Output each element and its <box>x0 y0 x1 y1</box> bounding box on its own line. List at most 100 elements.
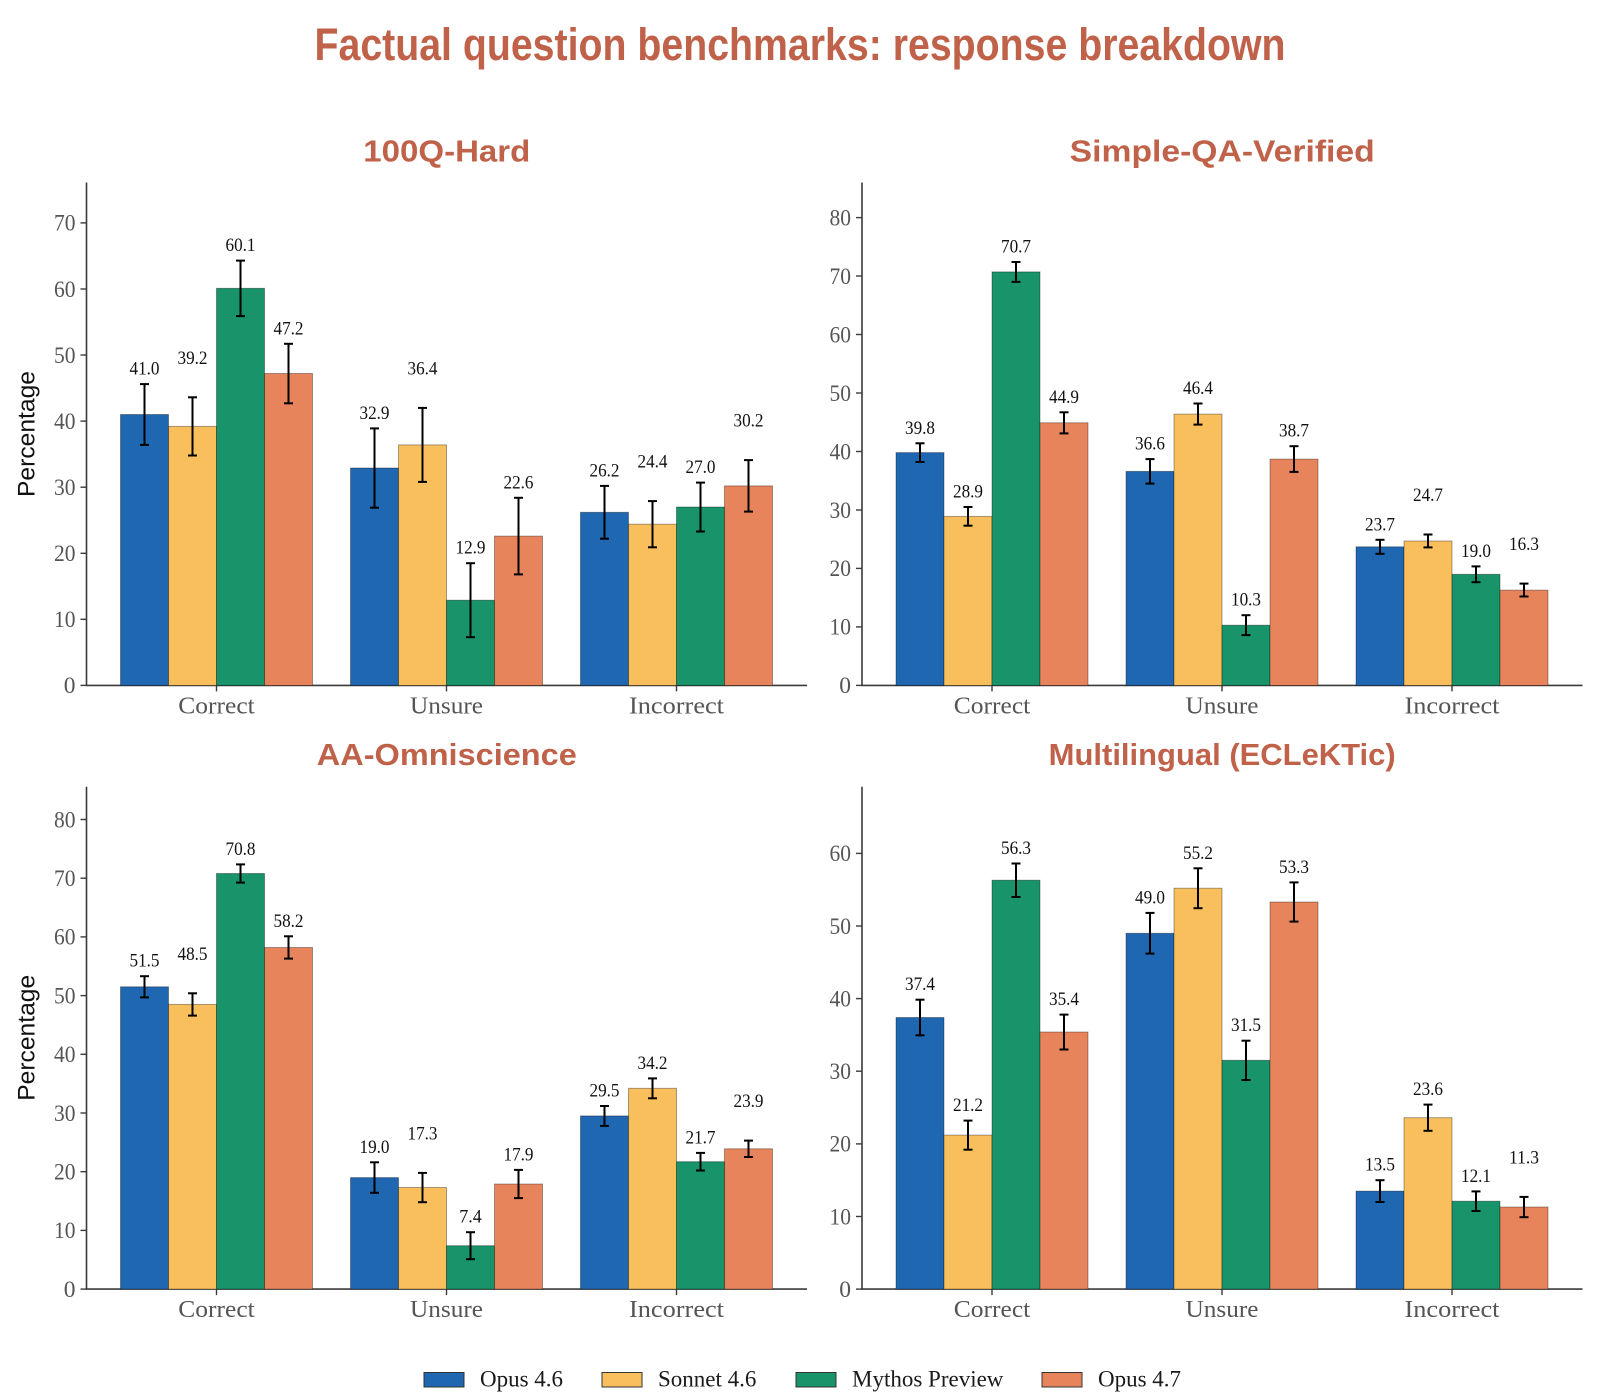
svg-text:Multilingual (ECLeKTic): Multilingual (ECLeKTic) <box>1049 738 1396 772</box>
svg-text:49.0: 49.0 <box>1135 887 1165 908</box>
svg-text:Correct: Correct <box>178 692 255 719</box>
svg-text:50: 50 <box>54 983 76 1009</box>
svg-text:48.5: 48.5 <box>178 944 208 965</box>
svg-text:23.6: 23.6 <box>1413 1079 1443 1100</box>
svg-text:50: 50 <box>54 343 76 369</box>
svg-text:10: 10 <box>830 615 852 641</box>
svg-text:12.1: 12.1 <box>1461 1166 1491 1187</box>
svg-text:35.4: 35.4 <box>1049 989 1079 1010</box>
svg-text:47.2: 47.2 <box>274 318 304 339</box>
svg-text:11.3: 11.3 <box>1509 1147 1539 1168</box>
svg-text:Opus 4.7: Opus 4.7 <box>1098 1367 1181 1392</box>
svg-text:60: 60 <box>54 925 76 951</box>
svg-text:20: 20 <box>54 1160 76 1186</box>
svg-text:Incorrect: Incorrect <box>629 1296 724 1323</box>
svg-text:10: 10 <box>54 607 76 633</box>
svg-text:10: 10 <box>830 1204 852 1230</box>
svg-text:29.5: 29.5 <box>590 1081 620 1102</box>
svg-text:Sonnet 4.6: Sonnet 4.6 <box>658 1367 756 1392</box>
svg-text:31.5: 31.5 <box>1231 1015 1261 1036</box>
svg-text:Percentage: Percentage <box>14 371 41 497</box>
svg-text:Unsure: Unsure <box>1186 692 1259 719</box>
svg-text:41.0: 41.0 <box>130 359 160 380</box>
svg-text:13.5: 13.5 <box>1365 1155 1395 1176</box>
svg-text:40: 40 <box>54 409 76 435</box>
svg-text:24.4: 24.4 <box>638 452 668 473</box>
svg-text:100Q-Hard: 100Q-Hard <box>363 135 530 169</box>
svg-text:34.2: 34.2 <box>638 1053 668 1074</box>
svg-text:Unsure: Unsure <box>410 1296 483 1323</box>
svg-text:17.9: 17.9 <box>504 1144 534 1165</box>
svg-text:10.3: 10.3 <box>1231 590 1261 611</box>
svg-text:23.9: 23.9 <box>734 1091 764 1112</box>
svg-text:56.3: 56.3 <box>1001 838 1031 859</box>
svg-text:Percentage: Percentage <box>14 975 41 1101</box>
svg-text:38.7: 38.7 <box>1279 421 1309 442</box>
svg-text:Correct: Correct <box>954 692 1031 719</box>
svg-text:40: 40 <box>830 986 852 1012</box>
svg-text:36.4: 36.4 <box>408 358 438 379</box>
svg-text:10: 10 <box>54 1218 76 1244</box>
svg-text:21.7: 21.7 <box>686 1127 716 1148</box>
svg-text:16.3: 16.3 <box>1509 534 1539 555</box>
svg-text:Unsure: Unsure <box>1186 1296 1259 1323</box>
svg-text:28.9: 28.9 <box>953 482 983 503</box>
svg-text:26.2: 26.2 <box>590 460 620 481</box>
svg-text:24.7: 24.7 <box>1413 485 1443 506</box>
svg-text:50: 50 <box>830 381 852 407</box>
svg-text:70: 70 <box>54 866 76 892</box>
svg-text:27.0: 27.0 <box>686 457 716 478</box>
svg-text:Incorrect: Incorrect <box>629 692 724 719</box>
svg-text:20: 20 <box>54 541 76 567</box>
svg-text:17.3: 17.3 <box>408 1123 438 1144</box>
svg-text:0: 0 <box>839 673 851 699</box>
svg-text:50: 50 <box>830 914 852 940</box>
svg-text:21.2: 21.2 <box>953 1095 983 1116</box>
svg-text:0: 0 <box>64 1277 76 1303</box>
svg-text:70: 70 <box>54 211 76 237</box>
svg-text:Simple-QA-Verified: Simple-QA-Verified <box>1070 135 1375 169</box>
svg-text:Opus 4.6: Opus 4.6 <box>480 1367 563 1392</box>
svg-text:12.9: 12.9 <box>456 538 486 559</box>
svg-text:Incorrect: Incorrect <box>1405 692 1500 719</box>
svg-text:AA-Omniscience: AA-Omniscience <box>317 738 577 772</box>
svg-text:80: 80 <box>830 205 852 231</box>
svg-text:32.9: 32.9 <box>360 403 390 424</box>
svg-text:Incorrect: Incorrect <box>1405 1296 1500 1323</box>
svg-text:60: 60 <box>54 277 76 303</box>
svg-text:60: 60 <box>830 841 852 867</box>
svg-text:30.2: 30.2 <box>734 411 764 432</box>
svg-text:70.8: 70.8 <box>226 839 256 860</box>
svg-text:Correct: Correct <box>954 1296 1031 1323</box>
svg-text:19.0: 19.0 <box>360 1137 390 1158</box>
svg-text:39.8: 39.8 <box>905 418 935 439</box>
svg-text:60.1: 60.1 <box>226 235 256 256</box>
svg-text:39.2: 39.2 <box>178 348 208 369</box>
svg-text:70: 70 <box>830 264 852 290</box>
svg-text:37.4: 37.4 <box>905 974 935 995</box>
svg-text:20: 20 <box>830 556 852 582</box>
svg-text:60: 60 <box>830 322 852 348</box>
svg-text:Correct: Correct <box>178 1296 255 1323</box>
svg-text:23.7: 23.7 <box>1365 514 1395 535</box>
svg-text:Factual question benchmarks: r: Factual question benchmarks: response br… <box>315 19 1286 70</box>
svg-text:40: 40 <box>830 439 852 465</box>
svg-text:30: 30 <box>830 498 852 524</box>
svg-text:40: 40 <box>54 1042 76 1068</box>
svg-text:22.6: 22.6 <box>504 472 534 493</box>
svg-text:7.4: 7.4 <box>459 1207 482 1228</box>
svg-text:30: 30 <box>54 475 76 501</box>
svg-text:Unsure: Unsure <box>410 692 483 719</box>
svg-text:46.4: 46.4 <box>1183 378 1213 399</box>
svg-text:36.6: 36.6 <box>1135 434 1165 455</box>
svg-text:70.7: 70.7 <box>1001 237 1031 258</box>
svg-text:51.5: 51.5 <box>130 951 160 972</box>
svg-text:80: 80 <box>54 807 76 833</box>
svg-text:53.3: 53.3 <box>1279 857 1309 878</box>
svg-text:30: 30 <box>830 1059 852 1085</box>
svg-text:0: 0 <box>64 673 76 699</box>
svg-text:19.0: 19.0 <box>1461 541 1491 562</box>
svg-text:Mythos Preview: Mythos Preview <box>852 1367 1004 1392</box>
svg-text:30: 30 <box>54 1101 76 1127</box>
svg-text:55.2: 55.2 <box>1183 843 1213 864</box>
